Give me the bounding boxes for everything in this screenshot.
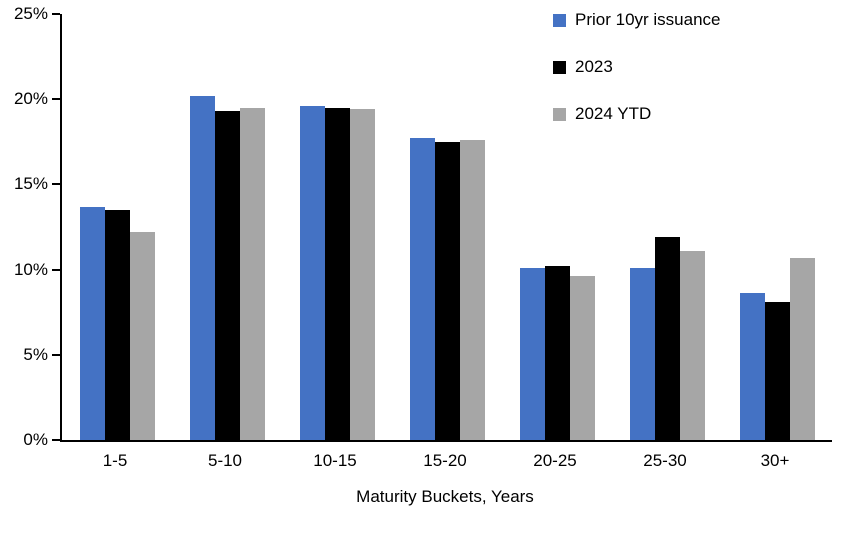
bar-groups — [62, 14, 832, 440]
y-tick-label: 20% — [13, 89, 48, 109]
bar-group-30+ — [722, 14, 832, 440]
bar-2024-ytd-30+ — [789, 257, 815, 440]
bar-2024-ytd-1-5 — [129, 232, 155, 440]
bar-2024-ytd-25-30 — [679, 250, 705, 440]
legend-swatch-icon — [553, 13, 566, 27]
bar-2024-ytd-10-15 — [349, 109, 375, 440]
bar-group-1-5 — [62, 14, 172, 440]
bar-2023-15-20 — [434, 141, 460, 440]
y-tick — [52, 98, 60, 101]
bar-prior-10yr-issuance-5-10 — [189, 95, 215, 440]
bar-group-20-25 — [502, 14, 612, 440]
bar-prior-10yr-issuance-20-25 — [519, 267, 545, 440]
bar-prior-10yr-issuance-25-30 — [629, 267, 655, 440]
y-tick-label: 0% — [23, 430, 48, 449]
y-tick-label: 10% — [13, 259, 48, 279]
bar-2023-10-15 — [324, 107, 350, 440]
bar-2024-ytd-20-25 — [569, 276, 595, 440]
bar-prior-10yr-issuance-10-15 — [299, 106, 325, 440]
y-tick — [52, 353, 60, 356]
bar-group-5-10 — [172, 14, 282, 440]
legend-swatch-icon — [553, 107, 566, 121]
bar-group-25-30 — [612, 14, 722, 440]
legend-label: 2024 YTD — [575, 104, 652, 123]
y-tick — [52, 439, 60, 441]
bar-prior-10yr-issuance-30+ — [739, 293, 765, 440]
y-tick — [52, 268, 60, 271]
x-tick-label-25-30: 25-30 — [643, 451, 687, 470]
y-tick — [52, 183, 60, 186]
bar-2023-1-5 — [104, 209, 130, 440]
bar-2024-ytd-15-20 — [459, 140, 485, 440]
bar-2023-30+ — [764, 301, 790, 440]
legend-label: Prior 10yr issuance — [575, 10, 721, 29]
bar-group-10-15 — [282, 14, 392, 440]
legend-item-2024-ytd: 2024 YTD — [553, 104, 721, 124]
y-tick-label: 15% — [13, 174, 48, 194]
bar-2024-ytd-5-10 — [239, 107, 265, 440]
x-tick-label-1-5: 1-5 — [102, 451, 128, 470]
x-tick-label-15-20: 15-20 — [423, 451, 467, 470]
bar-prior-10yr-issuance-1-5 — [79, 206, 105, 440]
x-tick-label-30+: 30+ — [760, 451, 790, 470]
y-tick-label: 25% — [13, 4, 48, 23]
x-tick-label-10-15: 10-15 — [313, 451, 357, 470]
bar-prior-10yr-issuance-15-20 — [409, 138, 435, 440]
bar-group-15-20 — [392, 14, 502, 440]
legend-label: 2023 — [575, 57, 613, 76]
x-tick-label-5-10: 5-10 — [207, 451, 243, 470]
y-tick — [52, 13, 60, 15]
x-axis-labels: 1-5 5-10 10-15 15-20 20-25 25-30 30+ — [60, 451, 830, 471]
bar-2023-25-30 — [654, 237, 680, 440]
y-tick-label: 5% — [23, 344, 48, 364]
bar-2023-5-10 — [214, 111, 240, 440]
x-tick-label-20-25: 20-25 — [533, 451, 577, 470]
legend-item-2023: 2023 — [553, 57, 721, 77]
bar-2023-20-25 — [544, 266, 570, 440]
legend-item-prior-10yr-issuance: Prior 10yr issuance — [553, 10, 721, 30]
plot-area: 0% 5% 10% 15% 20% 25% — [14, 4, 832, 449]
legend: Prior 10yr issuance 2023 2024 YTD — [553, 10, 721, 151]
legend-swatch-icon — [553, 60, 566, 74]
x-axis-title: Maturity Buckets, Years — [356, 487, 534, 506]
